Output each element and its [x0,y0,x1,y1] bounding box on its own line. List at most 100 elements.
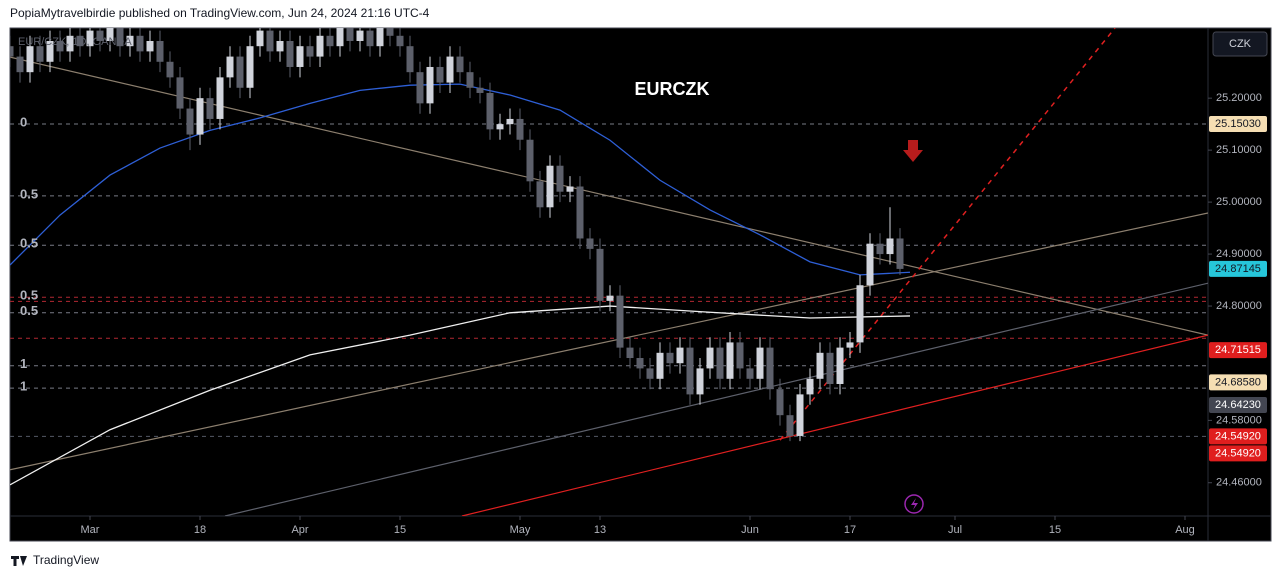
candle-body [846,342,854,348]
candle-body [86,30,94,47]
price-label-box [1209,115,1267,132]
moving-average [10,305,911,486]
candle-body [736,342,744,369]
price-label-box [1209,374,1267,391]
y-tick-label: 24.80000 [1216,300,1262,312]
candle-body [866,243,874,286]
candle-body [886,238,894,255]
candle-body [46,40,54,62]
candle-body [726,342,734,379]
level-label: 0 [20,114,27,129]
candle-body [306,46,314,57]
candle-body [586,238,594,249]
price-label-box [1209,396,1267,413]
x-tick-label: 15 [1049,524,1061,536]
candle-body [656,352,664,379]
candle-body [56,40,64,52]
candle-body [426,66,434,104]
candle-body [246,46,254,88]
candle-body [816,352,824,379]
candle-body [526,139,534,182]
price-label: 24.54920 [1215,447,1261,459]
candle-body [486,92,494,130]
candle-body [216,77,224,119]
x-tick-label: Apr [291,524,308,536]
candle-body [476,87,484,93]
candle-body [266,30,274,52]
y-tick-label: 25.20000 [1216,92,1262,104]
price-label-box [1209,428,1267,445]
candle-body [316,35,324,57]
candle-body [786,415,794,436]
level-label: 0.5 [20,186,38,201]
candle-body [136,35,144,52]
candle-body [766,347,774,390]
candle-body [146,40,154,52]
axes: 00.50.50.50.51125.2000025.1000025.000002… [20,92,1267,536]
trend-line [224,282,1208,516]
price-label: 25.15030 [1215,118,1261,130]
candle-body [296,46,304,67]
candle-body [276,40,284,52]
level-label: 1 [20,356,27,371]
arrow-down [903,140,923,162]
x-tick-label: Aug [1175,524,1195,536]
candle-body [176,77,184,109]
currency-button[interactable] [1212,31,1268,57]
price-label: 24.71515 [1215,344,1261,356]
candle-body [696,368,704,395]
currency: CZK [1229,38,1252,50]
candle-body [16,56,24,73]
candle-body [876,243,884,255]
candle-body [636,358,644,369]
price-label-box [1209,342,1267,359]
candle-body [376,28,384,47]
x-tick-label: Jun [741,524,759,536]
candle-body [10,46,14,57]
candle-body [826,352,834,384]
price-label-box [1209,260,1267,277]
level-label: 0.5 [20,303,38,318]
trend-line [461,334,1208,516]
candle-body [516,118,524,140]
y-tick-label: 25.00000 [1216,196,1262,208]
candle-body [686,347,694,395]
x-tick-label: Jul [948,524,962,536]
candle-body [716,347,724,379]
trend-line [10,212,1208,471]
price-label: 24.68580 [1215,376,1261,388]
candle-body [406,46,414,73]
candle-body [506,118,514,125]
candle-body [496,124,504,130]
candle-body [76,35,84,47]
candle-body [236,56,244,88]
x-tick-label: 18 [194,524,206,536]
footer: TradingView [33,553,99,567]
candle-body [856,285,864,343]
x-tick-label: Mar [81,524,100,536]
x-tick-label: 17 [844,524,856,536]
symbol: EUR/CZK, 1D, OANDA [18,36,132,48]
candle-body [626,347,634,359]
candle-body [536,181,544,208]
candle-body [366,30,374,47]
chart-title: EURCZK [635,79,710,99]
price-label-box [1209,445,1267,462]
candle-body [196,98,204,135]
candle-body [666,352,674,364]
candle-body [456,56,464,73]
candle-body [896,238,904,269]
candle-body [676,347,684,364]
event-icon[interactable] [904,494,924,514]
x-tick-label: 13 [594,524,606,536]
candle-body [396,35,404,47]
y-tick-label: 25.10000 [1216,144,1262,156]
candle-body [386,28,394,36]
candle-body [596,248,604,301]
price-label: 24.54920 [1215,430,1261,442]
candle-body [706,347,714,369]
candle-body [96,30,104,41]
candle-body [446,56,454,83]
candle-body [616,295,624,348]
candle-body [556,165,564,192]
